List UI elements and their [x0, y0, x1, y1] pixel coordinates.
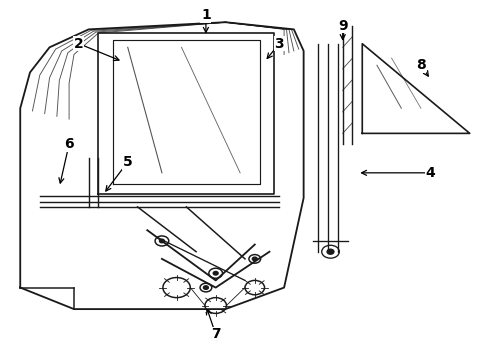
Circle shape [159, 239, 164, 243]
Text: 6: 6 [64, 137, 74, 151]
Text: 2: 2 [74, 37, 84, 51]
Text: 9: 9 [338, 19, 347, 33]
Circle shape [203, 286, 208, 289]
Text: 5: 5 [123, 155, 133, 169]
Text: 4: 4 [426, 166, 436, 180]
Text: 8: 8 [416, 58, 426, 72]
Circle shape [327, 249, 334, 254]
Circle shape [252, 257, 257, 261]
Circle shape [213, 271, 218, 275]
Text: 1: 1 [201, 8, 211, 22]
Text: 7: 7 [211, 327, 220, 341]
Text: 3: 3 [274, 37, 284, 51]
